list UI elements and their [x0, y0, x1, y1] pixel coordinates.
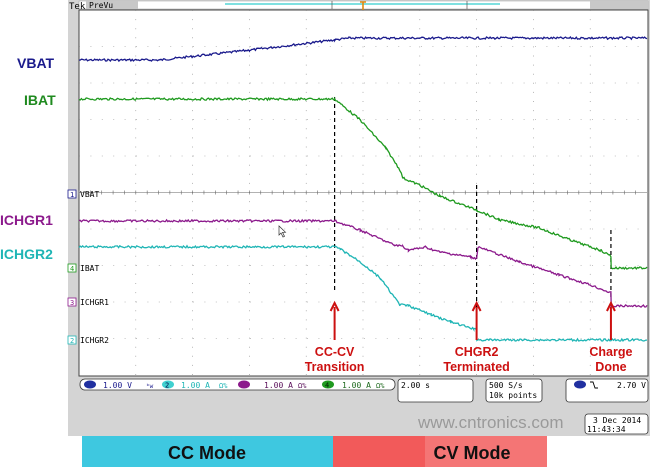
ground-marker-ichgr1 — [67, 297, 77, 307]
side-label-ichgr1: ICHGR1 — [0, 212, 53, 228]
ch1-badge — [84, 380, 96, 389]
time: 11:43:34 — [587, 425, 626, 434]
ch4-badge — [322, 380, 334, 389]
ch4-scale: 1.00 A — [342, 381, 371, 390]
ch3-term-icon: Ω% — [298, 382, 307, 390]
ch4-num: 4 — [325, 382, 329, 390]
mode-label: PreVu — [89, 1, 113, 10]
ground-marker-num: 1 — [70, 191, 74, 199]
ch4-term-icon: Ω% — [376, 382, 385, 390]
date: 3 Dec 2014 — [593, 416, 641, 425]
brand-label: Tek — [69, 2, 86, 12]
trace-ichgr2 — [78, 244, 647, 343]
plot-area — [78, 9, 649, 377]
ground-marker-label: IBAT — [80, 264, 99, 273]
falling-edge-icon — [590, 381, 598, 389]
side-label-vbat: VBAT — [17, 55, 55, 71]
trigger-readout[interactable] — [565, 378, 649, 403]
ground-marker-label: ICHGR1 — [80, 298, 109, 307]
trace-vbat — [78, 35, 648, 63]
channel-readout[interactable] — [79, 378, 396, 391]
record-length: 10k points — [489, 391, 537, 400]
up-arrow-icon — [606, 300, 616, 312]
trigger-position-icon — [360, 1, 366, 10]
annotation-label: CHGR2 — [455, 345, 499, 359]
waveform-traces — [78, 35, 648, 343]
ground-marker-num: 3 — [70, 299, 74, 307]
timebase-value: 2.00 s — [401, 381, 430, 390]
ch2-badge — [162, 380, 174, 389]
trace-ichgr1 — [78, 218, 648, 309]
up-arrow-icon — [471, 300, 482, 312]
sample-rate: 500 S/s — [489, 381, 523, 390]
side-label-ichgr2: ICHGR2 — [0, 246, 53, 262]
channel-ground-markers: 1 VBAT 4 IBAT 3 ICHGR1 2 ICHGR2 — [67, 189, 109, 345]
ground-marker-num: 2 — [70, 337, 74, 345]
cc-mode-label: CC Mode — [168, 443, 246, 463]
side-label-ibat: IBAT — [24, 92, 56, 108]
ch3-badge — [238, 380, 250, 389]
ch2-num: 2 — [165, 382, 169, 390]
ground-marker-label: VBAT — [80, 190, 99, 199]
header-bar: Tek PreVu — [69, 0, 649, 12]
annotation-label: Terminated — [443, 360, 509, 374]
ch1-bw-icon: ᵇw — [146, 383, 154, 390]
mouse-cursor-icon — [278, 225, 287, 238]
status-bar: 1.00 V ᵇw 2 1.00 A Ω% 1.00 A Ω% 4 1.00 A… — [79, 378, 649, 435]
up-arrow-icon — [329, 300, 340, 312]
trigger-source-badge — [574, 380, 586, 389]
ground-marker-ibat — [67, 263, 77, 273]
timebase-readout[interactable] — [397, 378, 474, 403]
ch3-scale: 1.00 A — [264, 381, 293, 390]
ground-marker-ichgr2 — [67, 335, 77, 345]
ground-marker-vbat — [67, 189, 77, 199]
acquisition-readout[interactable] — [485, 378, 543, 403]
ch2-term-icon: Ω% — [219, 382, 228, 390]
annotation-label: Transition — [305, 360, 365, 374]
ground-marker-num: 4 — [70, 265, 74, 273]
trace-ibat — [78, 96, 648, 271]
annotation-label: CC-CV — [315, 345, 355, 359]
ground-marker-label: ICHGR2 — [80, 336, 109, 345]
cc-mode-bar — [82, 436, 333, 467]
ch1-scale: 1.00 V — [103, 381, 132, 390]
annotation-label: Done — [595, 360, 626, 374]
watermark: www.cntronics.com — [417, 413, 563, 432]
annotation-label: Charge — [589, 345, 632, 359]
trigger-level: 2.70 V — [617, 381, 646, 390]
cv-mode-label: CV Mode — [433, 443, 510, 463]
datetime-readout — [584, 413, 649, 435]
ch2-scale: 1.00 A — [181, 381, 210, 390]
